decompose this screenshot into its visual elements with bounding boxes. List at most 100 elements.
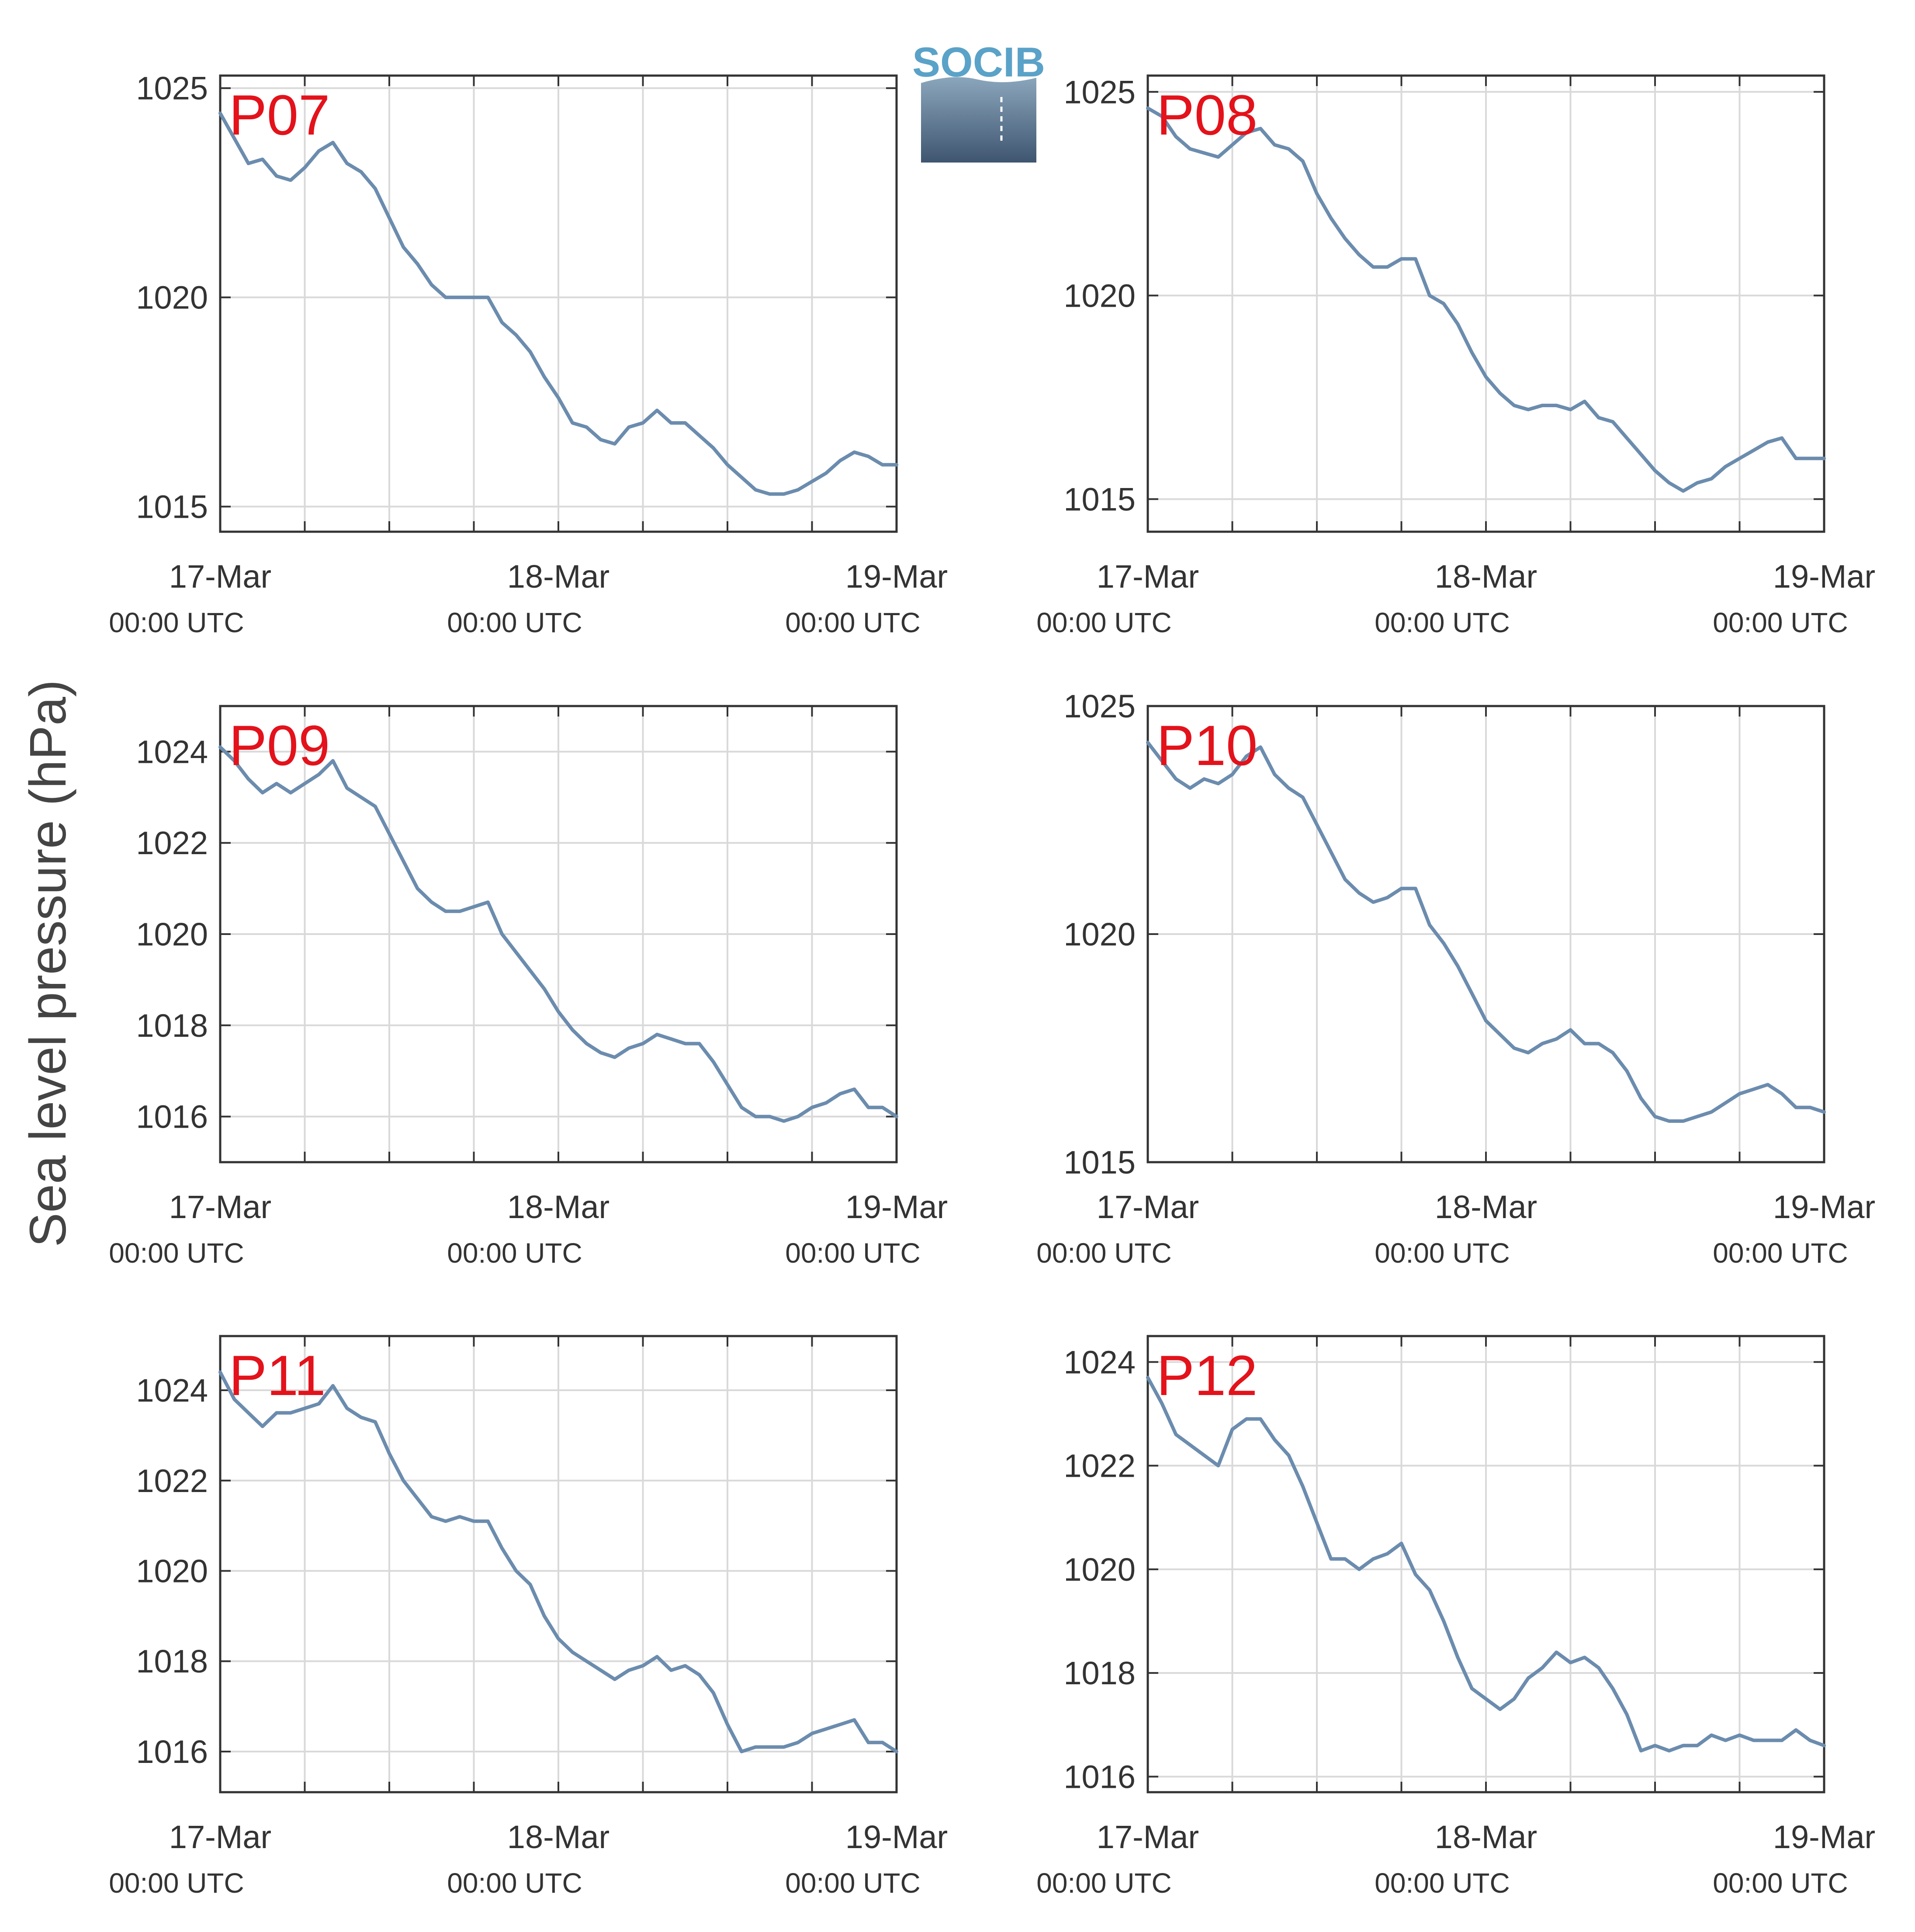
data-point: [346, 162, 349, 165]
data-point: [1386, 896, 1389, 899]
data-point: [810, 1106, 814, 1109]
data-point: [1188, 1444, 1191, 1447]
y-tick-label: 1020: [1063, 1551, 1136, 1588]
y-tick-label: 1024: [136, 734, 208, 770]
data-point: [233, 759, 236, 762]
data-point: [360, 796, 363, 799]
y-tick-label: 1024: [1063, 1344, 1136, 1380]
data-point: [402, 1479, 405, 1482]
data-point: [768, 1745, 771, 1748]
data-point: [655, 1655, 658, 1658]
data-point: [1625, 1070, 1628, 1073]
data-point: [1442, 302, 1445, 305]
data-point: [641, 422, 644, 424]
x-tick-label-date: 18-Mar: [1435, 1819, 1537, 1855]
data-point: [1188, 147, 1191, 150]
data-point: [895, 463, 898, 466]
data-point: [1174, 135, 1177, 138]
data-point: [1400, 257, 1403, 260]
data-point: [458, 1515, 461, 1518]
data-point: [1696, 1115, 1699, 1118]
data-point: [444, 1520, 447, 1523]
y-tick-label: 1016: [136, 1099, 208, 1135]
data-point: [247, 778, 250, 780]
chart-panel-p09: 1016 1018 1020 1022 1024 17-Mar 00:00 UTC 18-Ma…: [109, 705, 948, 1269]
data-point: [1668, 1120, 1671, 1122]
data-point: [1639, 1097, 1642, 1100]
data-point: [853, 1088, 856, 1091]
y-tick-label: 1020: [1063, 277, 1136, 314]
y-axis-title: Sea level pressure (hPa): [19, 680, 77, 1247]
data-point: [655, 1033, 658, 1036]
data-point: [219, 746, 222, 748]
data-point: [289, 179, 292, 182]
data-point: [670, 1038, 672, 1041]
data-point: [1555, 404, 1558, 407]
data-point: [1217, 1464, 1220, 1467]
data-point: [233, 137, 236, 140]
data-point: [1724, 1739, 1727, 1742]
data-point: [1287, 147, 1290, 150]
data-point: [1724, 465, 1727, 468]
x-tick-label-date: 18-Mar: [1435, 558, 1537, 595]
data-point: [1160, 759, 1164, 762]
data-point: [1738, 1092, 1741, 1095]
data-point: [1625, 1713, 1628, 1716]
data-point: [1231, 143, 1234, 146]
data-point: [881, 463, 884, 466]
x-tick-label-date: 19-Mar: [845, 1189, 948, 1225]
data-point: [1625, 436, 1628, 440]
data-point: [571, 1651, 574, 1654]
data-point: [1372, 900, 1375, 904]
data-point: [458, 910, 461, 913]
data-point: [303, 1407, 306, 1410]
data-point: [303, 166, 306, 169]
data-point: [1174, 778, 1177, 780]
data-point: [1245, 131, 1248, 134]
data-point: [1301, 159, 1304, 163]
data-point: [1569, 1028, 1572, 1032]
data-point: [1259, 127, 1262, 130]
data-point: [853, 451, 856, 454]
data-point: [1668, 481, 1671, 485]
data-point: [810, 480, 814, 483]
panel-label: P08: [1157, 83, 1257, 147]
x-tick-label-time: 00:00 UTC: [785, 607, 920, 638]
x-tick-label-date: 19-Mar: [1773, 558, 1875, 595]
y-tick-label: 1016: [136, 1734, 208, 1770]
x-tick-label-time: 00:00 UTC: [109, 607, 244, 638]
y-tick-label: 1020: [136, 916, 208, 952]
data-point: [1682, 1744, 1685, 1747]
data-point: [684, 1664, 687, 1667]
data-point: [1527, 1677, 1530, 1679]
data-point: [1541, 1042, 1544, 1045]
data-point: [839, 1723, 841, 1726]
chart-panels: 1015 1020 1025 17-Mar 00:00 UTC 18-Mar 00:00 U…: [109, 70, 1875, 1899]
data-point: [1639, 1749, 1642, 1752]
data-point: [374, 1420, 377, 1423]
data-point: [529, 969, 532, 972]
data-point: [388, 216, 391, 219]
data-point: [219, 1371, 222, 1374]
data-point: [783, 1745, 785, 1748]
data-point: [486, 900, 489, 904]
data-point: [783, 492, 785, 495]
y-tick-label: 1025: [1063, 74, 1136, 110]
data-point: [332, 1384, 334, 1387]
x-tick-label-time: 00:00 UTC: [1713, 607, 1848, 638]
x-tick-label-date: 17-Mar: [169, 1819, 271, 1855]
data-point: [1428, 1589, 1431, 1592]
data-point: [1245, 1417, 1248, 1420]
data-point: [1569, 1661, 1572, 1664]
data-point: [1527, 1051, 1530, 1054]
data-point: [684, 1042, 687, 1045]
data-point: [613, 1678, 616, 1681]
data-point: [1823, 1744, 1825, 1747]
data-point: [1400, 887, 1403, 890]
data-point: [289, 1411, 292, 1414]
data-point: [1794, 457, 1797, 460]
data-point: [317, 1402, 320, 1405]
data-point: [1470, 992, 1473, 995]
